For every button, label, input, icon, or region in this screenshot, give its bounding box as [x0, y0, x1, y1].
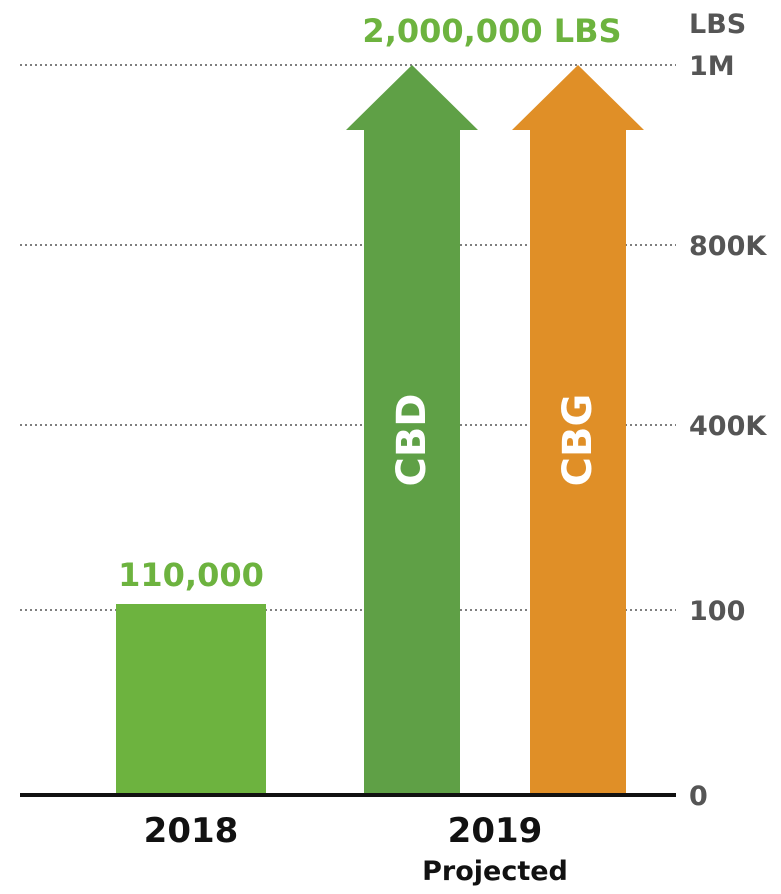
x-category-label: 2019: [448, 811, 543, 851]
y-tick-label: 400K: [689, 411, 767, 442]
y-axis-unit-label: LBS: [689, 9, 746, 40]
data-label-2018: 110,000: [118, 556, 264, 594]
y-tick-label: 0: [689, 781, 708, 812]
bars: 110,000 CBD 2,000,000 LBS CBG: [116, 12, 644, 795]
y-tick-label: 800K: [689, 231, 767, 262]
y-tick-label: 100: [689, 596, 745, 627]
x-category-sublabel: Projected: [422, 856, 568, 887]
x-category-label: 2018: [144, 811, 239, 851]
bar-2018: [116, 604, 266, 795]
arrow-bar-cbg: [512, 65, 644, 795]
arrow-bar-cbd: [346, 65, 478, 795]
x-axis-categories: 2018 2019 Projected: [144, 811, 568, 887]
y-tick-label: 1M: [689, 51, 735, 82]
series-label-cbg: CBG: [555, 394, 601, 487]
series-label-cbd: CBD: [389, 393, 435, 486]
data-label-2019: 2,000,000 LBS: [362, 12, 621, 50]
y-axis-ticks: 0 100 400K 800K 1M: [689, 51, 767, 812]
